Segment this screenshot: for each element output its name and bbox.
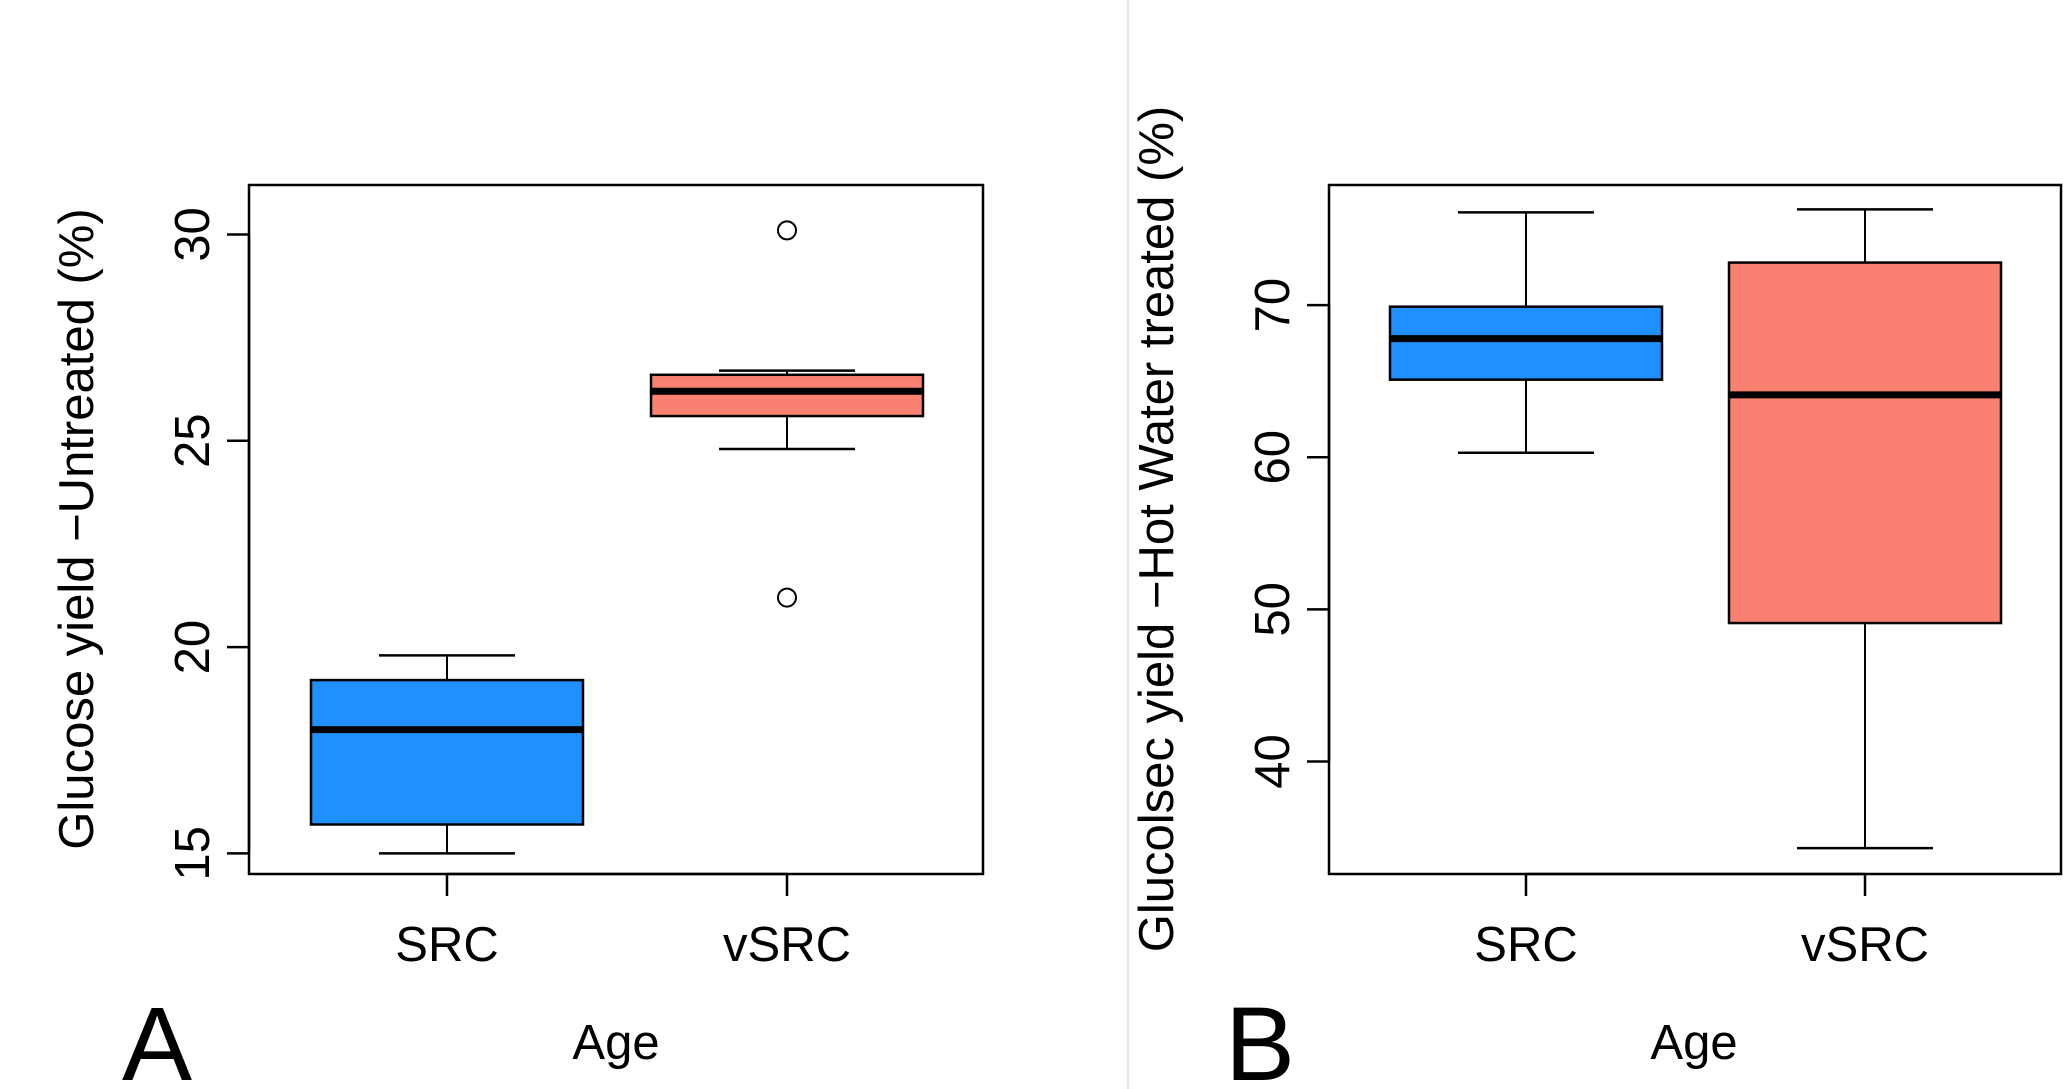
panel-a-x-axis-title: Age [572, 1016, 659, 1070]
panel-a-vsrc-box [649, 373, 925, 418]
panel-b-vsrc-box [1727, 261, 2003, 625]
panel-b-y-axis-title: Glucolsec yield −Hot Water treated (%) [1130, 106, 1184, 952]
panel-b-x-tick-label-vsrc: vSRC [1801, 918, 1929, 972]
panel-a-y-tick-label: 15 [166, 826, 220, 881]
panel-b-y-tick-label: 60 [1246, 430, 1300, 485]
panel-b-x-tick-label-src: SRC [1474, 918, 1577, 972]
panel-a-letter: A [122, 986, 192, 1089]
panel-a-marks: 15 20 25 30 SRC vSRC [166, 207, 925, 972]
panel-b-src-box [1388, 305, 1664, 381]
panel-b-y-tick-label: 40 [1246, 734, 1300, 789]
panel-a-y-tick-label: 30 [166, 207, 220, 262]
panel-a-x-tick-label-vsrc: vSRC [723, 918, 851, 972]
panel-a-y-axis-title: Glucose yield −Untreated (%) [50, 208, 104, 849]
panel-b-x-axis-title: Age [1650, 1016, 1737, 1070]
panel-a-src-box [309, 678, 585, 826]
panel-b-letter: B [1225, 986, 1295, 1089]
panel-a: 15 20 25 30 SRC vSRC Age Glucose yield −Untre… [50, 183, 985, 1089]
panel-a-y-tick-label: 25 [166, 414, 220, 469]
panel-b-y-tick-label: 50 [1246, 582, 1300, 637]
panel-b-marks: 40 50 60 70 SRC vSRC [1246, 208, 2003, 972]
panel-a-x-tick-label-src: SRC [395, 918, 498, 972]
panel-a-y-tick-label: 20 [166, 620, 220, 675]
panel-a-vsrc-outlier-point [777, 587, 797, 608]
panel-a-vsrc-outlier-point [777, 220, 797, 241]
panel-b: 40 50 60 70 SRC vSRC Age Glucolsec yield −Hot… [1130, 106, 2063, 1089]
panel-b-y-tick-label: 70 [1246, 278, 1300, 333]
